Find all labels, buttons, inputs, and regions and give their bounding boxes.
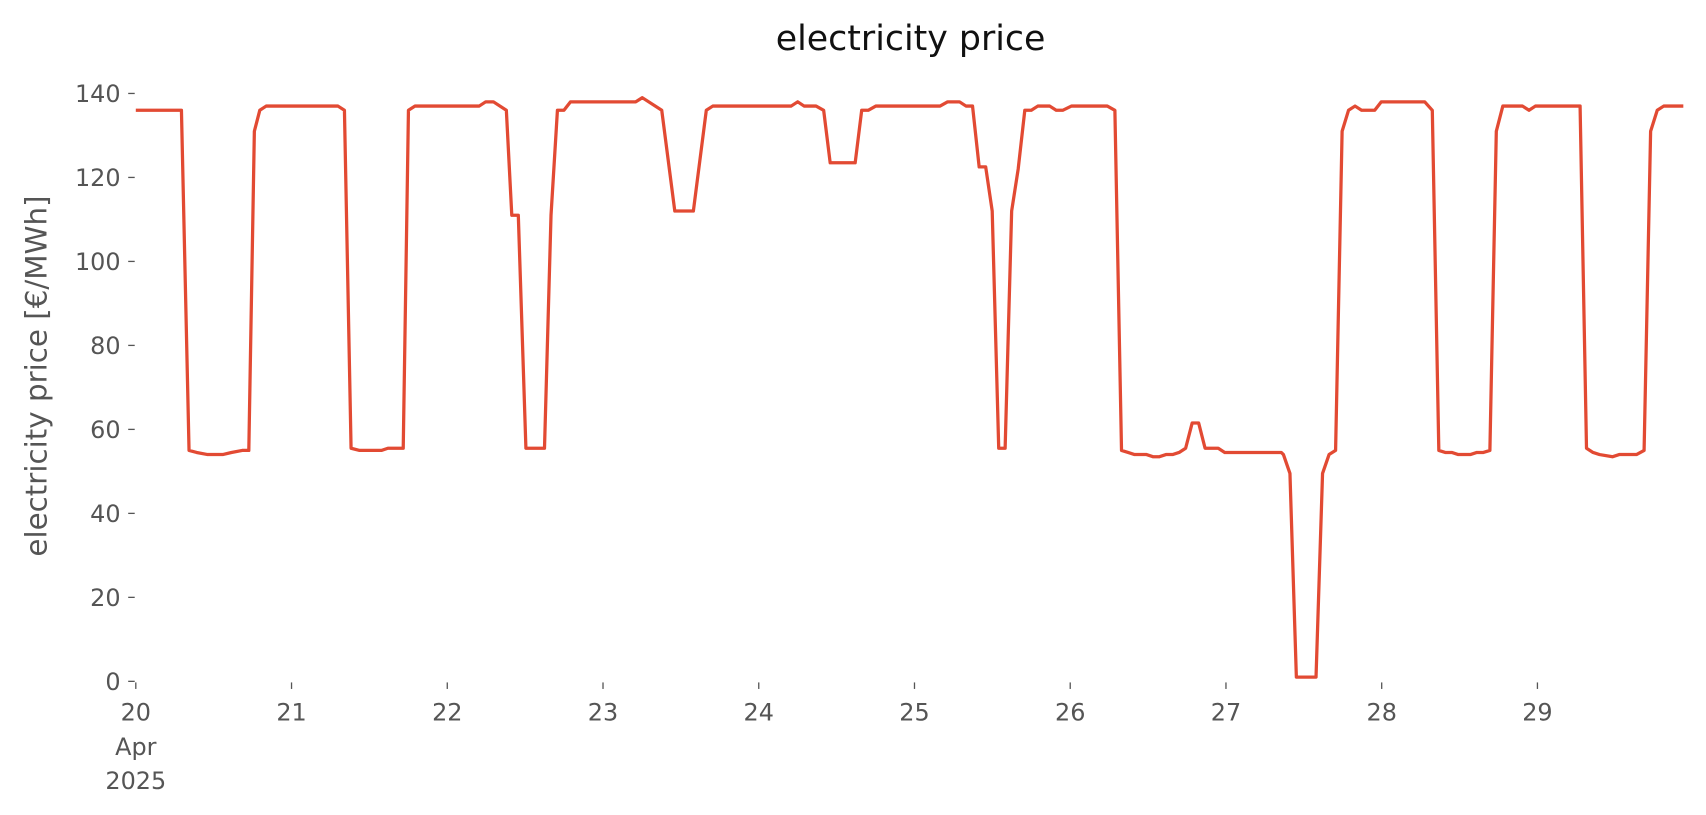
y-tick-label: 0 — [105, 668, 120, 696]
x-tick-label: 29 — [1522, 698, 1552, 726]
y-tick-label: 80 — [90, 332, 120, 360]
y-tick-label: 60 — [90, 416, 120, 444]
x-tick-label: 22 — [432, 698, 462, 726]
y-tick-label: 100 — [75, 248, 121, 276]
y-tick-label: 120 — [75, 164, 121, 192]
x-tick-label: 20 — [121, 698, 151, 726]
chart-title: electricity price — [776, 19, 1046, 59]
y-tick-label: 20 — [90, 584, 120, 612]
x-tick-label: 24 — [744, 698, 774, 726]
x-tick-label: 28 — [1366, 698, 1396, 726]
x-tick-label: 25 — [899, 698, 929, 726]
x-tick-label: 21 — [276, 698, 306, 726]
x-tick-label: 26 — [1055, 698, 1085, 726]
y-tick-label: 40 — [90, 500, 120, 528]
x-tick-sublabel: 2025 — [105, 767, 166, 795]
x-tick-sublabel: Apr — [115, 733, 157, 761]
y-tick-label: 140 — [75, 80, 121, 108]
price-line — [135, 96, 1684, 679]
x-tick-label: 23 — [588, 698, 618, 726]
x-tick-label: 27 — [1211, 698, 1241, 726]
y-axis-label: electricity price [€/MWh] — [20, 195, 54, 556]
